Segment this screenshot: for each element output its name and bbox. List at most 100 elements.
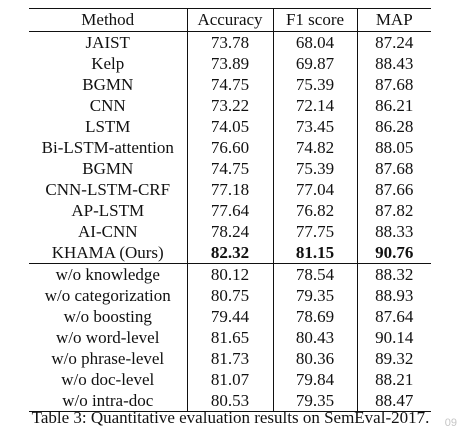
table-row: Kelp 73.89 69.87 88.43 (29, 53, 431, 74)
map-cell: 90.14 (356, 327, 431, 348)
method-cell: AI-CNN (78, 222, 138, 241)
map-cell: 88.93 (356, 285, 431, 306)
f1-cell: 81.15 (272, 242, 357, 264)
accuracy-cell: 81.65 (186, 327, 273, 348)
map-cell: 87.82 (356, 200, 431, 221)
method-cell: Kelp (91, 54, 125, 73)
method-cell: w/o boosting (63, 307, 152, 326)
map-cell: 88.21 (356, 369, 431, 390)
f1-cell: 80.36 (272, 348, 357, 369)
method-cell: w/o phrase-level (51, 349, 165, 368)
table-row: w/o phrase-level 81.73 80.36 89.32 (29, 348, 431, 369)
table-row: w/o doc-level 81.07 79.84 88.21 (29, 369, 431, 390)
f1-cell: 69.87 (272, 53, 357, 74)
f1-cell: 79.84 (272, 369, 357, 390)
map-cell: 88.33 (356, 221, 431, 242)
method-cell: w/o intra-doc (29, 390, 187, 412)
f1-cell: 79.35 (272, 285, 357, 306)
accuracy-cell: 73.89 (186, 53, 273, 74)
method-cell: BGMN (82, 75, 134, 94)
accuracy-cell: 80.12 (186, 263, 273, 285)
accuracy-cell: 80.53 (186, 390, 273, 412)
f1-cell: 80.43 (272, 327, 357, 348)
table-row: CNN-LSTM-CRF 77.18 77.04 87.66 (29, 179, 431, 200)
map-cell: 90.76 (356, 242, 431, 264)
f1-cell: 75.39 (272, 158, 357, 179)
accuracy-cell: 81.73 (186, 348, 273, 369)
column-header-accuracy: Accuracy (186, 8, 273, 32)
column-header-map: MAP (356, 8, 431, 32)
f1-cell: 76.82 (272, 200, 357, 221)
map-cell: 88.47 (356, 390, 431, 412)
table-row: KHAMA (Ours) 82.32 81.15 90.76 (29, 242, 431, 264)
map-cell: 87.68 (356, 158, 431, 179)
table-row: CNN 73.22 72.14 86.21 (29, 95, 431, 116)
map-cell: 88.43 (356, 53, 431, 74)
accuracy-cell: 80.75 (186, 285, 273, 306)
method-cell: CNN (89, 96, 126, 115)
table-row: JAIST 73.78 68.04 87.24 (29, 31, 431, 53)
f1-cell: 77.75 (272, 221, 357, 242)
accuracy-cell: 76.60 (186, 137, 273, 158)
results-table-container: Method Accuracy F1 score MAP JAIST 73.78 6… (29, 8, 431, 412)
table-row: Bi-LSTM-attention 76.60 74.82 88.05 (29, 137, 431, 158)
column-header-method: Method (29, 8, 187, 32)
method-cell: w/o categorization (44, 286, 171, 305)
accuracy-cell: 73.22 (186, 95, 273, 116)
table-header-row: Method Accuracy F1 score MAP (29, 8, 431, 32)
map-cell: 86.28 (356, 116, 431, 137)
table-row: w/o categorization 80.75 79.35 88.93 (29, 285, 431, 306)
map-cell: 87.66 (356, 179, 431, 200)
f1-cell: 68.04 (272, 31, 357, 53)
watermark: 09 (444, 417, 457, 429)
method-cell: LSTM (85, 117, 131, 136)
map-cell: 87.68 (356, 74, 431, 95)
f1-cell: 78.69 (272, 306, 357, 327)
f1-cell: 73.45 (272, 116, 357, 137)
f1-cell: 72.14 (272, 95, 357, 116)
table-row: BGMN 74.75 75.39 87.68 (29, 158, 431, 179)
accuracy-cell: 73.78 (186, 31, 273, 53)
accuracy-cell: 81.07 (186, 369, 273, 390)
accuracy-cell: 74.75 (186, 158, 273, 179)
map-cell: 87.24 (356, 31, 431, 53)
map-cell: 88.32 (356, 263, 431, 285)
method-cell: Bi-LSTM-attention (41, 138, 174, 157)
f1-cell: 79.35 (272, 390, 357, 412)
accuracy-cell: 74.75 (186, 74, 273, 95)
accuracy-cell: 82.32 (186, 242, 273, 264)
f1-cell: 77.04 (272, 179, 357, 200)
map-cell: 89.32 (356, 348, 431, 369)
f1-cell: 74.82 (272, 137, 357, 158)
map-cell: 88.05 (356, 137, 431, 158)
table-row: BGMN 74.75 75.39 87.68 (29, 74, 431, 95)
method-cell: w/o doc-level (61, 370, 155, 389)
column-header-f1: F1 score (272, 8, 357, 32)
method-cell: w/o knowledge (55, 265, 160, 284)
table-body: JAIST 73.78 68.04 87.24 Kelp 73.89 69.87 88.43 B… (29, 31, 431, 412)
accuracy-cell: 77.64 (186, 200, 273, 221)
f1-cell: 75.39 (272, 74, 357, 95)
method-cell: CNN-LSTM-CRF (45, 180, 171, 199)
table-row: AP-LSTM 77.64 76.82 87.82 (29, 200, 431, 221)
map-cell: 86.21 (356, 95, 431, 116)
table-caption: Table 3: Quantitative evaluation results… (31, 408, 430, 427)
accuracy-cell: 77.18 (186, 179, 273, 200)
table-row: AI-CNN 78.24 77.75 88.33 (29, 221, 431, 242)
method-cell: JAIST (85, 33, 130, 52)
method-cell: KHAMA (Ours) (29, 242, 187, 264)
method-cell: BGMN (82, 159, 134, 178)
map-cell: 87.64 (356, 306, 431, 327)
results-table: Method Accuracy F1 score MAP JAIST 73.78 6… (29, 8, 431, 412)
method-cell: AP-LSTM (71, 201, 145, 220)
table-row: w/o intra-doc 80.53 79.35 88.47 (29, 390, 431, 412)
table-row: w/o word-level 81.65 80.43 90.14 (29, 327, 431, 348)
method-cell: w/o word-level (56, 328, 160, 347)
accuracy-cell: 74.05 (186, 116, 273, 137)
accuracy-cell: 78.24 (186, 221, 273, 242)
accuracy-cell: 79.44 (186, 306, 273, 327)
table-row: w/o knowledge 80.12 78.54 88.32 (29, 263, 431, 285)
table-row: w/o boosting 79.44 78.69 87.64 (29, 306, 431, 327)
f1-cell: 78.54 (272, 263, 357, 285)
table-row: LSTM 74.05 73.45 86.28 (29, 116, 431, 137)
